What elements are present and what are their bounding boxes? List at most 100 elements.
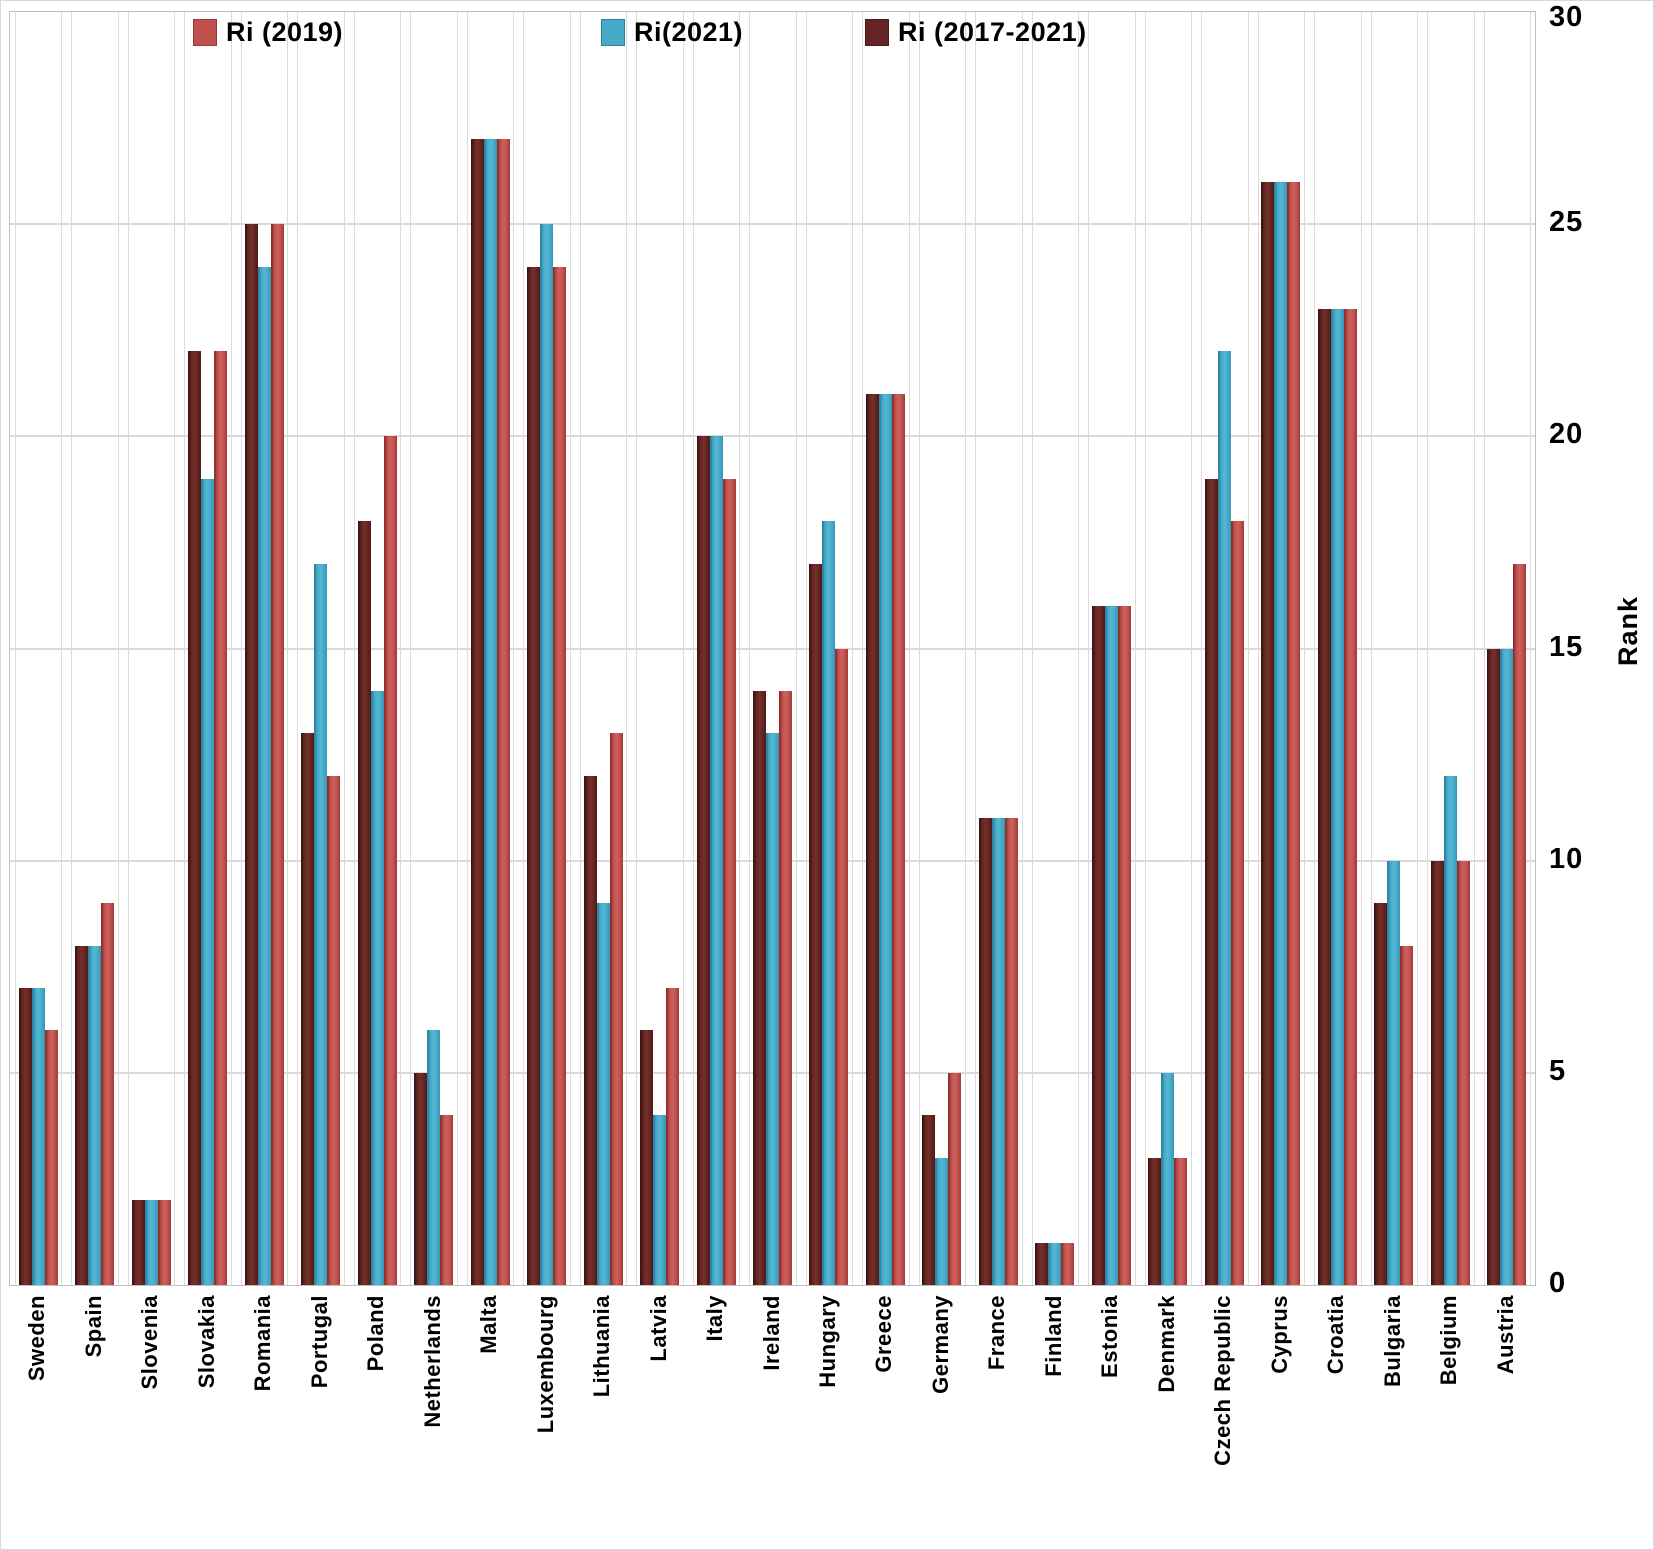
bar-ri-2019- xyxy=(1400,945,1414,1285)
bar-ri-2017-2021- xyxy=(978,818,992,1285)
gridline-vertical xyxy=(1370,12,1372,1285)
gridline-vertical xyxy=(15,12,16,1285)
y-axis-tick: 30 xyxy=(1549,1,1584,33)
bar-ri-2021- xyxy=(878,393,892,1285)
bar-ri-2019- xyxy=(1343,309,1357,1285)
legend-item: Ri (2017-2021) xyxy=(865,15,1087,49)
legend-swatch xyxy=(193,18,217,46)
gridline-vertical xyxy=(1144,12,1146,1285)
x-axis-label: Portugal xyxy=(306,1295,332,1389)
gridline-vertical xyxy=(682,12,684,1285)
gridline-vertical xyxy=(1417,12,1419,1285)
bar-ri-2021- xyxy=(1104,606,1118,1285)
x-axis-label: Lithuania xyxy=(589,1295,615,1398)
x-axis-label: Latvia xyxy=(645,1295,671,1362)
gridline-vertical xyxy=(852,12,854,1285)
gridline-vertical xyxy=(240,12,242,1285)
gridline-vertical xyxy=(918,12,920,1285)
gridline-vertical xyxy=(692,12,694,1285)
bar-ri-2019- xyxy=(1230,521,1244,1285)
y-axis-tick: 10 xyxy=(1549,842,1584,875)
x-axis-label: Germany xyxy=(927,1295,953,1394)
x-axis-label: Czech Republic xyxy=(1210,1295,1236,1466)
gridline-vertical xyxy=(795,12,797,1285)
x-axis-label: Hungary xyxy=(814,1295,840,1388)
bar-ri-2019- xyxy=(1117,606,1131,1285)
x-axis-label: Belgium xyxy=(1436,1295,1462,1386)
bar-ri-2017-2021- xyxy=(696,436,710,1285)
x-axis-label: Estonia xyxy=(1097,1295,1123,1378)
bar-ri-2017-2021- xyxy=(1374,903,1388,1285)
bar-ri-2019- xyxy=(44,1030,58,1285)
x-axis-label: Malta xyxy=(476,1295,502,1354)
x-axis-label: Slovakia xyxy=(193,1295,219,1389)
bar-ri-2019- xyxy=(440,1115,454,1285)
x-axis-label: Poland xyxy=(363,1295,389,1372)
gridline-vertical xyxy=(353,12,355,1285)
y-axis-title: Rank xyxy=(1613,595,1643,667)
gridline-vertical xyxy=(805,12,807,1285)
gridline-vertical xyxy=(400,12,402,1285)
bar-ri-2021- xyxy=(144,1200,158,1285)
bar-ri-2019- xyxy=(1004,818,1018,1285)
bar-ri-2017-2021- xyxy=(922,1115,936,1285)
bar-ri-2019- xyxy=(1513,563,1527,1285)
bar-ri-2021- xyxy=(596,903,610,1285)
bar-ri-2019- xyxy=(1174,1157,1188,1285)
x-axis-label: Greece xyxy=(871,1295,897,1373)
bar-ri-2017-2021- xyxy=(583,775,597,1285)
gridline-vertical xyxy=(1078,12,1080,1285)
gridline-vertical xyxy=(862,12,864,1285)
bar-ri-2019- xyxy=(722,478,736,1285)
gridline-vertical xyxy=(287,12,289,1285)
bar-ri-2017-2021- xyxy=(865,393,879,1285)
legend-swatch xyxy=(601,18,625,46)
bar-ri-2019- xyxy=(609,733,623,1285)
bar-ri-2021- xyxy=(1161,1072,1175,1285)
gridline-vertical xyxy=(1257,12,1259,1285)
legend-label: Ri(2021) xyxy=(634,16,744,47)
gridline-vertical xyxy=(174,12,176,1285)
bar-ri-2021- xyxy=(314,563,328,1285)
gridline-vertical xyxy=(513,12,515,1285)
x-axis-label: Bulgaria xyxy=(1379,1295,1405,1388)
y-axis-tick: 15 xyxy=(1549,630,1584,663)
x-axis-label: Slovenia xyxy=(137,1295,163,1390)
gridline-vertical xyxy=(749,12,751,1285)
bar-ri-2017-2021- xyxy=(18,987,32,1285)
bar-ri-2017-2021- xyxy=(1035,1242,1049,1285)
x-axis-label: Finland xyxy=(1040,1295,1066,1377)
x-axis-label: Austria xyxy=(1492,1295,1518,1375)
x-axis-label: Spain xyxy=(80,1295,106,1358)
legend-label: Ri (2017-2021) xyxy=(898,16,1087,47)
x-axis-label: France xyxy=(984,1295,1010,1371)
bar-ri-2017-2021- xyxy=(188,351,202,1285)
legend-item: Ri (2019) xyxy=(193,15,343,49)
bar-ri-2019- xyxy=(214,351,228,1285)
bar-ri-2017-2021- xyxy=(414,1072,428,1285)
y-axis-tick: 5 xyxy=(1549,1054,1567,1087)
gridline-vertical xyxy=(1021,12,1023,1285)
bar-ri-2019- xyxy=(101,903,115,1285)
x-axis-label: Luxembourg xyxy=(532,1295,558,1434)
bar-ri-2021- xyxy=(1387,860,1401,1285)
bar-ri-2021- xyxy=(1500,648,1514,1285)
bar-ri-2021- xyxy=(709,436,723,1285)
gridline-vertical xyxy=(1304,12,1306,1285)
bar-ri-2017-2021- xyxy=(527,266,541,1285)
bar-ri-2019- xyxy=(383,436,397,1285)
bar-ri-2021- xyxy=(1330,309,1344,1285)
gridline-vertical xyxy=(1427,12,1429,1285)
gridline-vertical xyxy=(965,12,967,1285)
gridline-vertical xyxy=(127,12,129,1285)
bar-ri-2021- xyxy=(540,224,554,1285)
plot-area xyxy=(9,11,1536,1286)
bar-ri-2021- xyxy=(88,945,102,1285)
bar-ri-2019- xyxy=(891,393,905,1285)
bar-ri-2019- xyxy=(553,266,567,1285)
bar-ri-2017-2021- xyxy=(1091,606,1105,1285)
gridline-vertical xyxy=(1031,12,1033,1285)
bar-ri-2017-2021- xyxy=(1261,181,1275,1285)
bar-ri-2021- xyxy=(822,521,836,1285)
